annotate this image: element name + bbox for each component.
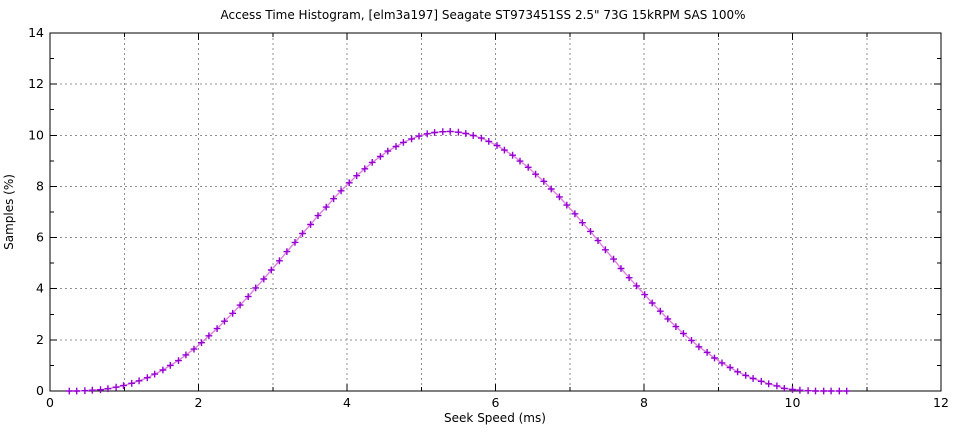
x-tick-label: 6 (492, 395, 500, 410)
y-tick-label: 14 (28, 25, 44, 40)
chart-title: Access Time Histogram, [elm3a197] Seagat… (220, 8, 745, 22)
y-tick-label: 10 (28, 127, 44, 142)
x-tick-label: 2 (195, 395, 203, 410)
y-tick-label: 12 (28, 76, 44, 91)
x-tick-label: 0 (46, 395, 54, 410)
x-tick-label: 8 (640, 395, 648, 410)
y-tick-label: 4 (36, 281, 44, 296)
y-axis-label: Samples (%) (2, 174, 16, 250)
plot-border (49, 32, 942, 392)
chart-layer: 0 2 4 6 8 10 12 0 2 4 6 8 10 12 14 (28, 25, 949, 410)
y-tick-label: 8 (36, 178, 44, 193)
y-tick-label: 6 (36, 230, 44, 245)
y-tick-label: 0 (36, 383, 44, 398)
series-markers (65, 128, 851, 395)
x-tick-label: 4 (343, 395, 351, 410)
x-axis-label: Seek Speed (ms) (444, 411, 546, 425)
x-tick-label: 10 (785, 395, 801, 410)
x-tick-label: 12 (933, 395, 949, 410)
y-tick-label: 2 (36, 332, 44, 347)
